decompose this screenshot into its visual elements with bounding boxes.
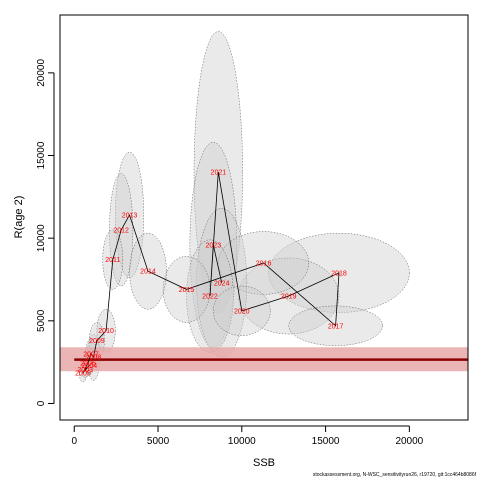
y-tick-label: 10000 bbox=[36, 224, 47, 252]
x-tick-label: 10000 bbox=[228, 436, 256, 447]
year-label-2009: 2009 bbox=[89, 338, 105, 345]
year-label-2007: 2007 bbox=[83, 351, 99, 358]
year-label-2018: 2018 bbox=[331, 270, 347, 277]
x-tick-label: 20000 bbox=[395, 436, 423, 447]
y-tick-label: 20000 bbox=[36, 59, 47, 87]
year-label-2010: 2010 bbox=[98, 328, 114, 335]
y-axis-label: R(age 2) bbox=[13, 196, 25, 239]
sr-path-line bbox=[82, 171, 340, 374]
year-label-2008: 2008 bbox=[86, 355, 102, 362]
year-label-2019: 2019 bbox=[281, 294, 297, 301]
y-axis: 0 5000 10000 15000 20000 bbox=[36, 59, 55, 406]
uncertainty-ellipses bbox=[79, 31, 410, 383]
reference-band bbox=[60, 347, 468, 372]
year-label-2014: 2014 bbox=[140, 269, 156, 276]
year-label-2016: 2016 bbox=[256, 260, 272, 267]
y-tick-label: 0 bbox=[36, 400, 47, 406]
x-axis-label: SSB bbox=[253, 457, 275, 469]
year-label-2004: 2004 bbox=[82, 363, 98, 370]
year-label-2006: 2006 bbox=[80, 360, 96, 367]
year-label-2013: 2013 bbox=[122, 213, 138, 220]
year-label-2023: 2023 bbox=[206, 242, 222, 249]
ellipse-2022 bbox=[186, 239, 234, 353]
year-label-2020: 2020 bbox=[234, 308, 250, 315]
time-path bbox=[82, 171, 340, 374]
footnote: stockassessment.org, N-WSC_sensitivityru… bbox=[312, 472, 476, 478]
x-tick-label: 0 bbox=[71, 436, 77, 447]
x-tick-label: 5000 bbox=[147, 436, 170, 447]
x-axis: 0 5000 10000 15000 20000 bbox=[71, 425, 424, 447]
year-label-2024: 2024 bbox=[214, 280, 230, 287]
year-label-2022: 2022 bbox=[202, 294, 218, 301]
y-tick-label: 15000 bbox=[36, 141, 47, 169]
year-label-2017: 2017 bbox=[328, 323, 344, 330]
year-label-2012: 2012 bbox=[113, 227, 129, 234]
y-tick-label: 5000 bbox=[36, 309, 47, 332]
plot-frame bbox=[59, 14, 469, 421]
year-label-2003: 2003 bbox=[77, 367, 93, 374]
year-label-2021: 2021 bbox=[211, 170, 227, 177]
year-label-2011: 2011 bbox=[105, 257, 120, 264]
year-label-2015: 2015 bbox=[179, 287, 195, 294]
year-label-2005: 2005 bbox=[75, 370, 91, 377]
x-tick-label: 15000 bbox=[312, 436, 340, 447]
